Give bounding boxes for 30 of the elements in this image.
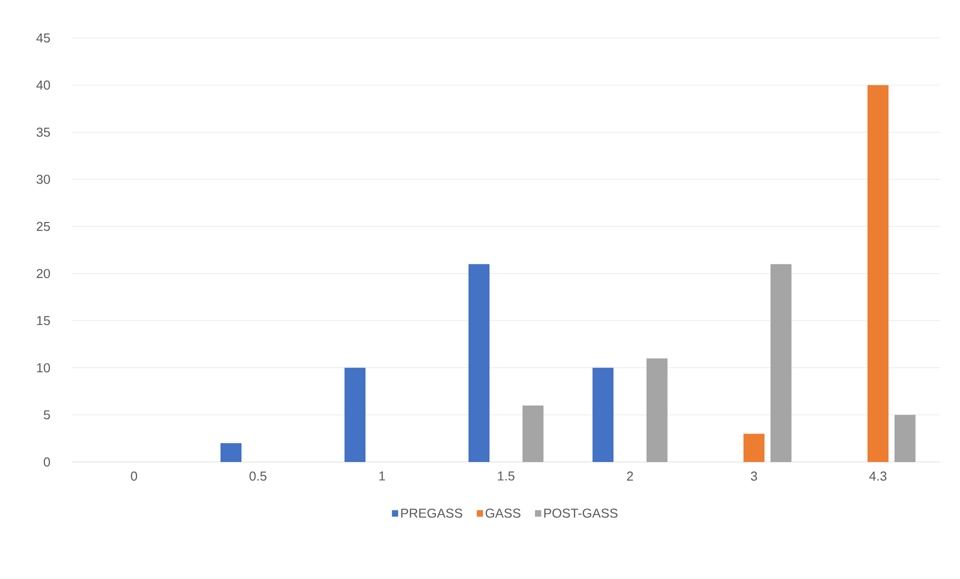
y-tick-label: 35 <box>36 128 50 137</box>
bar <box>344 368 366 462</box>
x-tick-label: 1 <box>379 472 385 480</box>
x-tick-label: 0.5 <box>250 472 266 481</box>
x-tick-label: 0 <box>130 472 138 481</box>
y-tick-label: 40 <box>36 80 50 90</box>
y-tick-label: 5 <box>44 410 50 420</box>
x-tick-label: 4.3 <box>869 472 886 481</box>
bar <box>744 434 765 462</box>
x-tick-label: 3 <box>750 472 758 481</box>
bar <box>468 264 490 462</box>
bar <box>522 405 544 462</box>
y-tick-label: 0 <box>44 457 50 467</box>
bar <box>646 358 668 462</box>
legend-label: POST-GASS <box>544 508 618 518</box>
x-tick-label: 1.5 <box>498 472 514 481</box>
y-tick-label: 15 <box>37 316 50 326</box>
legend-label: GASS <box>486 508 520 518</box>
bar <box>894 414 916 462</box>
y-tick-label: 20 <box>36 268 50 278</box>
bar <box>770 264 792 462</box>
y-tick-label: 25 <box>36 222 50 232</box>
y-tick-label: 30 <box>36 174 50 184</box>
bar <box>868 85 889 462</box>
bar <box>592 368 614 462</box>
y-tick-label: 45 <box>36 33 50 43</box>
x-tick-label: 2 <box>627 472 633 481</box>
y-tick-label: 10 <box>37 363 50 372</box>
bar <box>220 443 242 462</box>
legend-label: PREGASS <box>401 508 462 518</box>
